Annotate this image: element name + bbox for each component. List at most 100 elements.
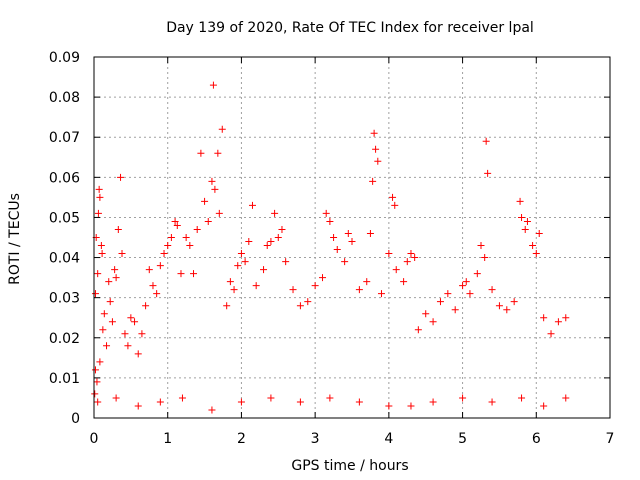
data-point: [473, 270, 481, 278]
y-tick-label: 0.06: [49, 170, 80, 186]
data-point: [99, 326, 107, 334]
data-point: [226, 278, 234, 286]
data-point: [366, 229, 374, 237]
data-point: [182, 234, 190, 241]
data-point: [374, 157, 382, 165]
data-point: [518, 394, 526, 402]
data-point: [540, 314, 548, 322]
data-point: [267, 394, 275, 402]
data-point: [414, 326, 422, 334]
data-point: [237, 398, 245, 406]
data-point: [422, 310, 430, 318]
data-point: [201, 197, 209, 205]
x-tick-label: 2: [237, 431, 246, 447]
data-point: [304, 298, 312, 306]
data-point: [121, 330, 129, 338]
data-point: [260, 266, 268, 274]
data-point: [252, 282, 260, 290]
data-point: [282, 258, 290, 266]
data-point: [271, 209, 279, 217]
data-point: [208, 177, 216, 185]
data-point: [223, 302, 231, 310]
data-point: [444, 290, 452, 298]
data-point: [451, 306, 459, 314]
data-point: [153, 290, 161, 298]
y-axis-label: ROTI / TECUs: [7, 193, 23, 285]
y-tick-label: 0.01: [49, 371, 80, 387]
data-point: [218, 125, 226, 133]
x-tick-label: 7: [606, 431, 615, 447]
data-point: [481, 254, 489, 262]
data-point: [91, 290, 99, 298]
data-point: [98, 250, 106, 258]
data-point: [124, 342, 132, 350]
y-tick-label: 0.08: [49, 90, 80, 106]
data-point: [245, 238, 253, 246]
y-tick-label: 0.07: [49, 130, 80, 146]
data-point: [197, 149, 205, 157]
y-tick-label: 0.05: [49, 210, 80, 226]
data-point: [518, 213, 526, 221]
data-point: [495, 302, 503, 310]
data-point: [348, 238, 356, 246]
data-point: [241, 258, 249, 266]
data-point: [459, 394, 467, 402]
data-point: [108, 318, 116, 326]
tick-labels: 0 1 2 3 4 5 6 7 0 0.01 0.02 0.03 0.04 0.05 0.06 0.07 0.0…: [49, 50, 615, 447]
data-point: [156, 398, 164, 406]
data-point: [204, 217, 212, 225]
data-point: [391, 201, 399, 209]
data-point: [118, 250, 126, 258]
data-point: [230, 286, 238, 294]
data-point: [160, 250, 168, 258]
data-point: [389, 193, 397, 201]
data-points: [91, 81, 570, 414]
data-point: [407, 250, 415, 258]
data-point: [190, 270, 198, 278]
x-tick-label: 3: [311, 431, 320, 447]
data-point: [103, 342, 111, 350]
data-point: [482, 137, 490, 145]
data-point: [173, 221, 181, 229]
data-point: [263, 242, 271, 250]
axes-frame: [93, 56, 611, 419]
data-point: [111, 266, 119, 274]
data-point: [562, 394, 570, 402]
data-point: [370, 129, 378, 137]
data-point: [94, 398, 102, 406]
data-point: [554, 318, 562, 326]
plot-frame: [93, 56, 611, 419]
data-point: [333, 246, 341, 254]
data-point: [372, 145, 380, 153]
data-point: [436, 298, 444, 306]
data-point: [145, 266, 153, 274]
data-point: [171, 217, 179, 225]
data-point: [91, 390, 99, 398]
data-point: [117, 173, 125, 181]
data-point: [407, 402, 415, 410]
data-point: [484, 169, 492, 177]
data-point: [523, 217, 531, 225]
data-point: [105, 278, 113, 286]
data-point: [477, 242, 485, 250]
data-point: [411, 254, 419, 262]
data-point: [429, 318, 437, 326]
data-point: [400, 278, 408, 286]
data-point: [94, 209, 102, 217]
data-point: [392, 266, 400, 274]
data-point: [278, 225, 286, 233]
y-tick-label: 0.04: [49, 251, 80, 267]
data-point: [142, 302, 150, 310]
data-point: [341, 258, 349, 266]
data-point: [488, 286, 496, 294]
data-point: [403, 258, 411, 266]
data-point: [114, 225, 122, 233]
y-tick-label: 0.03: [49, 291, 80, 307]
data-point: [178, 394, 186, 402]
data-point: [529, 242, 537, 250]
data-point: [296, 398, 304, 406]
data-point: [164, 242, 172, 250]
data-point: [459, 282, 467, 290]
